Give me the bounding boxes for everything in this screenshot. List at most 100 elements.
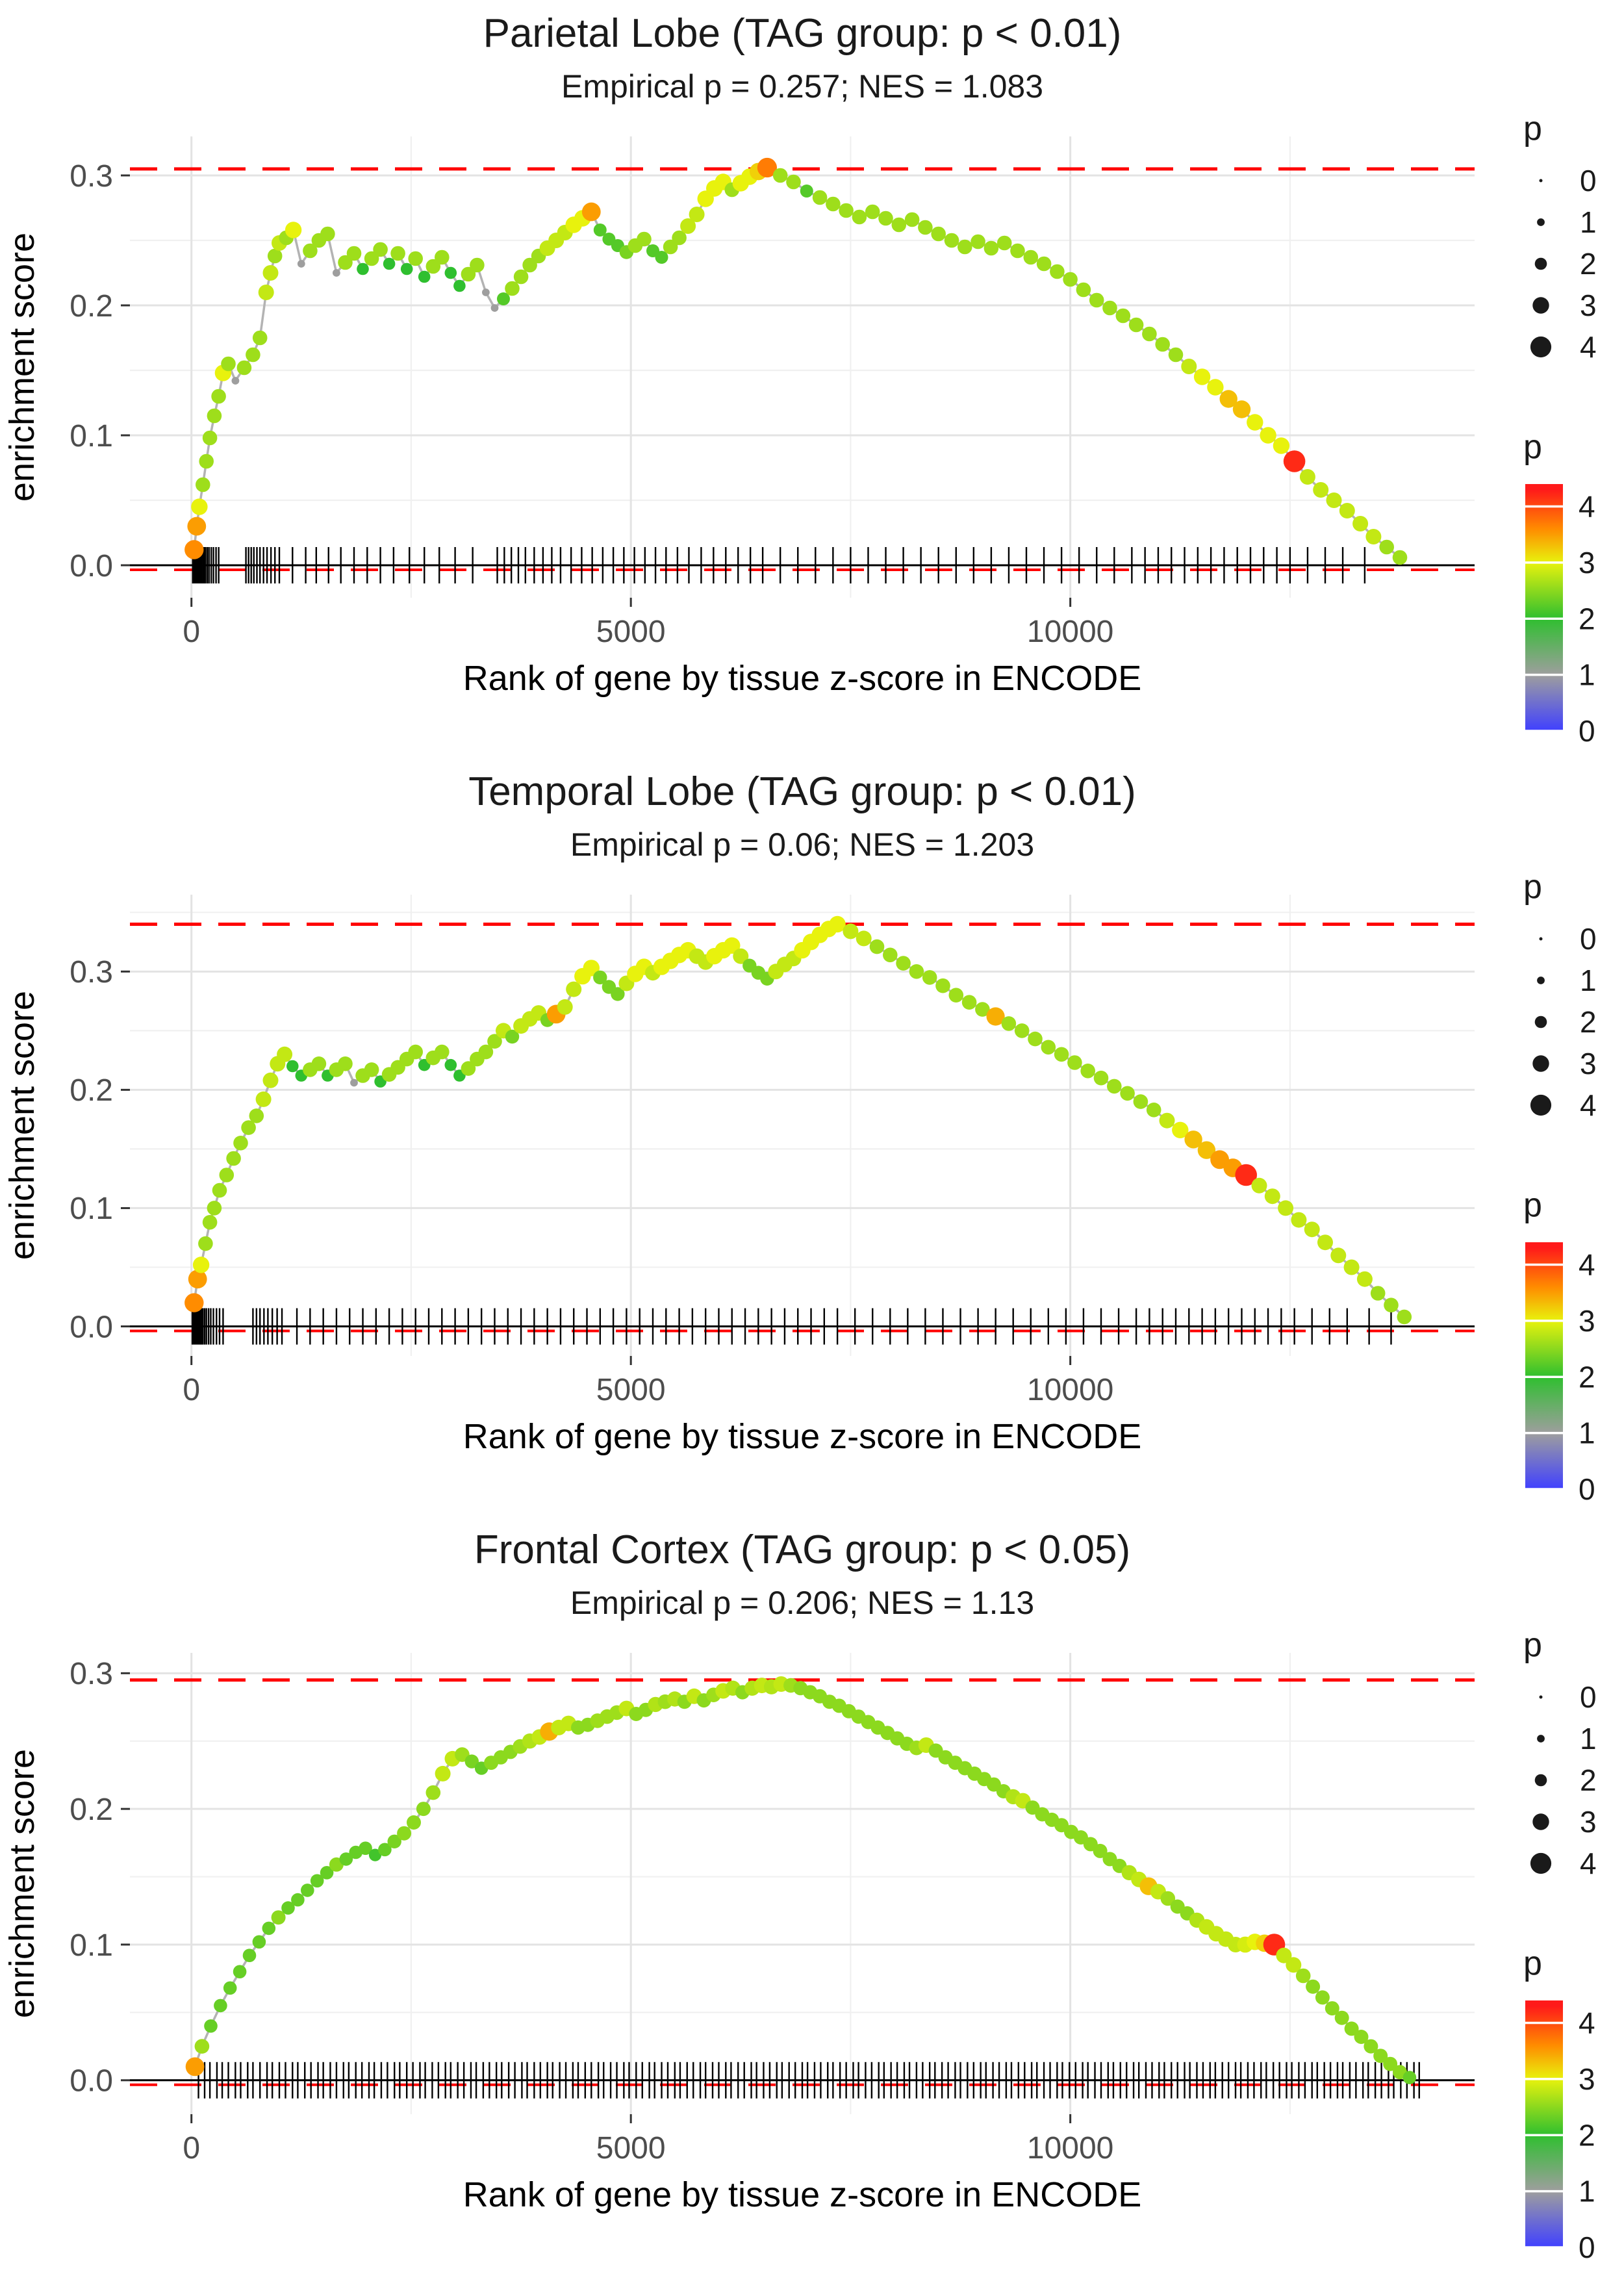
plot-area: 0.0 0.1 0.2 0.3 0 5000 10000 Rank of gene by ti…: [3, 895, 1475, 1456]
color-legend-label: 1: [1579, 658, 1595, 692]
y-tick-label: 0.3: [70, 955, 113, 990]
y-tick-label: 0.3: [70, 159, 113, 194]
size-legend-label: 2: [1580, 247, 1597, 281]
y-tick-label: 0.1: [70, 1192, 113, 1226]
size-legend-dot: [1532, 297, 1549, 314]
size-legend-label: 3: [1580, 1047, 1597, 1080]
enrichment-curve: [194, 1683, 1410, 2079]
color-legend-label: 3: [1579, 2062, 1595, 2096]
color-legend-label: 1: [1579, 2175, 1595, 2208]
size-legend-title: p: [1523, 1626, 1542, 1664]
color-legend-label: 1: [1579, 1416, 1595, 1450]
size-legend-label: 4: [1580, 1846, 1597, 1880]
size-legend-dot: [1539, 937, 1543, 941]
color-legend-label: 4: [1579, 2006, 1595, 2040]
color-legend: p 4 3 2 1 0: [1523, 1945, 1595, 2264]
color-legend-label: 3: [1579, 546, 1595, 580]
gene-rug: [192, 547, 1366, 583]
panel-temporal-plot: 0.0 0.1 0.2 0.3 0 5000 10000 Rank of gene by ti…: [3, 868, 1597, 1506]
y-tick-label: 0.0: [70, 549, 113, 583]
size-legend-dot: [1537, 1735, 1545, 1743]
color-legend-label: 0: [1579, 714, 1595, 748]
y-axis-title: enrichment score: [3, 991, 42, 1260]
size-legend-label: 4: [1580, 1088, 1597, 1122]
size-legend-dot: [1532, 1813, 1549, 1830]
x-tick-label: 10000: [1027, 2131, 1113, 2165]
enrichment-points: [184, 157, 1408, 565]
panel-subtitle: Empirical p = 0.206; NES = 1.13: [570, 1585, 1035, 1621]
panel-parietal-lobe: 0.0 0.1 0.2 0.3 0 5000 10000 Rank of gene by ti…: [0, 0, 1624, 758]
x-tick-label: 0: [183, 615, 200, 649]
y-tick-label: 0.3: [70, 1657, 113, 1691]
size-legend-label: 4: [1580, 330, 1597, 364]
size-legend-dot: [1532, 1055, 1549, 1072]
x-tick-label: 0: [183, 1373, 200, 1407]
x-axis-title: Rank of gene by tissue z-score in ENCODE: [463, 659, 1141, 698]
color-legend-title: p: [1523, 1945, 1542, 1982]
panel-temporal-lobe: 0.0 0.1 0.2 0.3 0 5000 10000 Rank of gene by ti…: [0, 758, 1624, 1516]
panel-subtitle: Empirical p = 0.257; NES = 1.083: [561, 68, 1044, 105]
x-tick-label: 5000: [596, 2131, 666, 2165]
enrichment-curve: [193, 166, 1401, 559]
y-tick-label: 0.2: [70, 289, 113, 324]
size-legend-dot: [1537, 977, 1545, 984]
size-legend-label: 3: [1580, 288, 1597, 322]
size-legend-dot: [1534, 1774, 1547, 1787]
y-tick-label: 0.0: [70, 1310, 113, 1344]
y-axis-title: enrichment score: [3, 233, 42, 502]
x-tick-label: 10000: [1027, 615, 1113, 649]
x-tick-label: 5000: [596, 615, 666, 649]
color-legend-label: 3: [1579, 1304, 1595, 1338]
enrichment-points: [185, 1676, 1417, 2084]
size-legend-title: p: [1523, 868, 1542, 906]
size-legend-dot: [1534, 1016, 1547, 1028]
panel-subtitle: Empirical p = 0.06; NES = 1.203: [570, 826, 1035, 863]
enrichment-points: [184, 915, 1412, 1325]
color-legend-label: 2: [1579, 2118, 1595, 2152]
color-legend-title: p: [1523, 428, 1542, 466]
panel-frontal-plot: 0.0 0.1 0.2 0.3 0 5000 10000 Rank of gene by ti…: [3, 1626, 1597, 2264]
color-legend: p 4 3 2 1 0: [1523, 1186, 1595, 1506]
y-tick-label: 0.2: [70, 1793, 113, 1827]
size-legend-dot: [1539, 179, 1543, 183]
color-legend-label: 0: [1579, 2230, 1595, 2264]
gene-rug: [191, 1308, 1392, 1345]
size-legend: p 0 1 2 3 4: [1523, 1626, 1597, 1880]
plot-area: 0.0 0.1 0.2 0.3 0 5000 10000 Rank of gene by ti…: [3, 1653, 1475, 2214]
color-legend-label: 2: [1579, 1360, 1595, 1394]
size-legend-label: 2: [1580, 1763, 1597, 1797]
color-legend-bar: [1525, 2000, 1563, 2247]
y-tick-label: 0.2: [70, 1073, 113, 1108]
panel-title: Parietal Lobe (TAG group: p < 0.01): [483, 11, 1122, 56]
y-tick-label: 0.0: [70, 2064, 113, 2099]
x-tick-label: 5000: [596, 1373, 666, 1407]
color-legend-bar: [1525, 484, 1563, 731]
x-tick-label: 0: [183, 2131, 200, 2165]
panel-frontal-cortex: 0.0 0.1 0.2 0.3 0 5000 10000 Rank of gene by ti…: [0, 1516, 1624, 2274]
size-legend-label: 3: [1580, 1805, 1597, 1839]
size-legend-dot: [1539, 1695, 1543, 1699]
color-legend: p 4 3 2 1 0: [1523, 428, 1595, 748]
enrichment-curve: [193, 923, 1405, 1318]
color-legend-title: p: [1523, 1186, 1542, 1224]
y-tick-label: 0.1: [70, 419, 113, 454]
y-axis-title: enrichment score: [3, 1749, 42, 2018]
size-legend-label: 1: [1580, 964, 1597, 997]
color-legend-label: 2: [1579, 602, 1595, 635]
color-legend-label: 0: [1579, 1472, 1595, 1506]
panel-title: Temporal Lobe (TAG group: p < 0.01): [468, 769, 1136, 814]
x-axis-title: Rank of gene by tissue z-score in ENCODE: [463, 2175, 1141, 2214]
size-legend-title: p: [1523, 110, 1542, 147]
size-legend-label: 2: [1580, 1005, 1597, 1039]
color-legend-bar: [1525, 1242, 1563, 1489]
size-legend-dot: [1537, 218, 1545, 226]
plot-area: 0.0 0.1 0.2 0.3 0 5000 10000 Rank of gene by ti…: [3, 136, 1475, 698]
panel-title: Frontal Cortex (TAG group: p < 0.05): [474, 1527, 1131, 1572]
color-legend-label: 4: [1579, 490, 1595, 524]
size-legend-label: 0: [1580, 1680, 1597, 1714]
size-legend-dot: [1530, 1852, 1552, 1874]
size-legend-dot: [1534, 257, 1547, 270]
size-legend-label: 1: [1580, 205, 1597, 239]
size-legend: p 0 1 2 3 4: [1523, 868, 1597, 1122]
